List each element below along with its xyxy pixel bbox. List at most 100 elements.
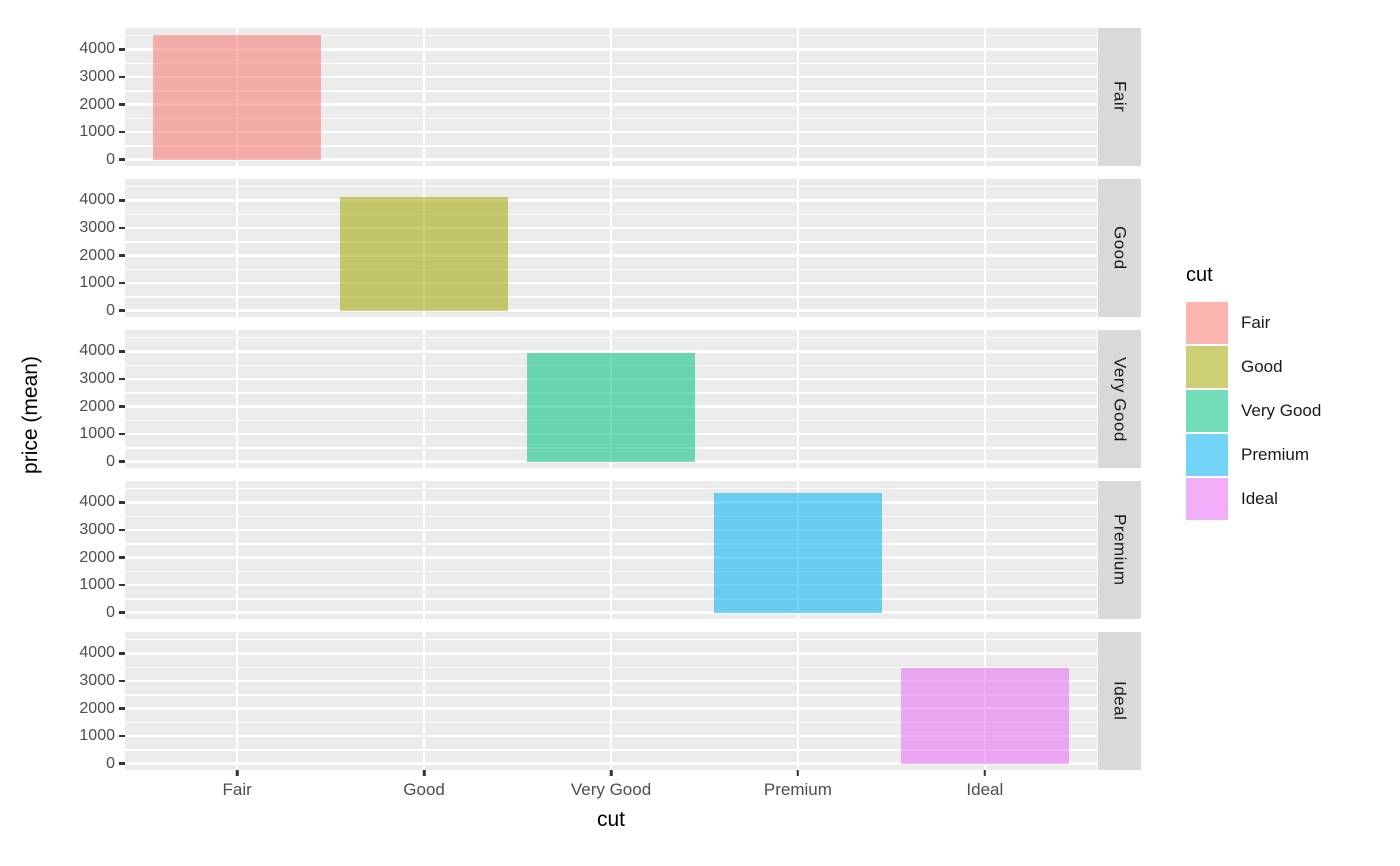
major-gridline-vertical: [983, 179, 986, 317]
y-tick-mark: [119, 75, 125, 79]
major-gridline-vertical: [610, 179, 612, 317]
y-tick-mark: [119, 309, 125, 312]
y-tick-mark: [119, 158, 125, 161]
x-tick-mark: [609, 770, 613, 776]
x-tick-mark: [983, 770, 987, 776]
major-gridline-vertical: [610, 632, 612, 770]
legend: cut Fair Good Very Good Premium Ideal: [1186, 264, 1321, 522]
y-tick-label: 1000: [79, 727, 115, 745]
y-tick-label: 2000: [79, 699, 115, 717]
facet-row: 0 1000 2000 3000 4000 Fair: [0, 28, 1400, 168]
y-tick-mark: [119, 281, 125, 285]
facet-panel: [125, 330, 1097, 468]
legend-item: Fair: [1186, 302, 1321, 344]
major-gridline-vertical: [983, 481, 986, 619]
y-tick-label: 0: [106, 150, 115, 168]
x-tick-mark: [796, 770, 800, 776]
y-tick-label: 0: [106, 603, 115, 621]
y-tick-label: 1000: [79, 274, 115, 292]
y-tick-mark: [119, 405, 125, 408]
legend-item: Good: [1186, 346, 1321, 388]
major-gridline-vertical: [236, 330, 239, 468]
major-gridline-vertical: [423, 330, 426, 468]
major-gridline-vertical: [236, 481, 239, 619]
y-tick-label: 2000: [79, 246, 115, 264]
y-tick-label: 1000: [79, 425, 115, 443]
x-tick-mark: [422, 770, 426, 776]
facet-strip: Premium: [1098, 481, 1141, 619]
major-gridline-vertical: [796, 28, 799, 166]
y-tick-label: 4000: [79, 191, 115, 209]
major-gridline-vertical: [236, 632, 239, 770]
x-axis-title: cut: [596, 808, 626, 831]
y-tick-label: 1000: [79, 576, 115, 594]
y-tick-mark: [119, 460, 125, 463]
major-gridline-vertical: [796, 330, 799, 468]
y-tick-label: 3000: [79, 370, 115, 388]
strip-label: Very Good: [1110, 356, 1130, 442]
x-tick-label: Premium: [763, 780, 832, 799]
y-tick-label: 0: [106, 754, 115, 772]
y-tick-label: 4000: [79, 40, 115, 58]
facet-strip: Very Good: [1098, 330, 1141, 468]
y-tick-mark: [119, 350, 125, 353]
legend-item: Ideal: [1186, 478, 1321, 520]
facet-strip: Fair: [1098, 28, 1141, 166]
y-tick-mark: [119, 679, 125, 683]
facet-panel: [125, 481, 1097, 619]
y-tick-mark: [119, 556, 125, 559]
y-tick-mark: [119, 48, 125, 51]
y-tick-mark: [119, 734, 125, 738]
facet-row: 0 1000 2000 3000 4000 Premium: [0, 481, 1400, 621]
y-tick-mark: [119, 611, 125, 614]
y-tick-label: 2000: [79, 397, 115, 415]
facet-panel: [125, 179, 1097, 317]
strip-label: Good: [1110, 226, 1130, 270]
y-tick-mark: [119, 707, 125, 710]
facet-strip: Good: [1098, 179, 1141, 317]
legend-swatch: [1186, 346, 1228, 388]
y-tick-label: 3000: [79, 68, 115, 86]
facet-row: 0 1000 2000 3000 4000 Ideal: [0, 632, 1400, 772]
legend-swatch: [1186, 390, 1228, 432]
legend-item: Very Good: [1186, 390, 1321, 432]
strip-label: Fair: [1110, 81, 1130, 113]
y-tick-mark: [119, 762, 125, 765]
y-tick-label: 3000: [79, 219, 115, 237]
x-tick-label: Fair: [222, 780, 252, 799]
bar: [153, 35, 322, 160]
major-gridline-vertical: [796, 632, 799, 770]
strip-label: Premium: [1110, 514, 1130, 586]
y-tick-mark: [119, 652, 125, 655]
bar: [713, 492, 883, 613]
y-tick-mark: [119, 254, 125, 257]
y-tick-label: 0: [106, 452, 115, 470]
bar: [526, 352, 696, 462]
y-tick-label: 2000: [79, 95, 115, 113]
major-gridline-vertical: [423, 28, 426, 166]
major-gridline-vertical: [423, 481, 426, 619]
bar: [339, 196, 509, 311]
major-gridline-vertical: [983, 28, 986, 166]
y-tick-mark: [119, 377, 125, 381]
y-tick-mark: [119, 528, 125, 532]
y-tick-mark: [119, 432, 125, 436]
facet-panel: [125, 632, 1097, 770]
legend-label: Ideal: [1241, 489, 1278, 508]
x-tick-label: Good: [403, 780, 445, 799]
y-tick-mark: [119, 103, 125, 106]
y-tick-label: 2000: [79, 548, 115, 566]
y-tick-label: 3000: [79, 672, 115, 690]
facet-row: 0 1000 2000 3000 4000 Good: [0, 179, 1400, 318]
x-tick-label: Ideal: [966, 780, 1004, 799]
y-tick-mark: [119, 199, 125, 202]
x-tick-label: Very Good: [570, 780, 652, 799]
facet-strip: Ideal: [1098, 632, 1141, 770]
y-tick-label: 4000: [79, 644, 115, 662]
facet-panel: [125, 28, 1097, 166]
bar: [900, 668, 1069, 764]
x-tick-mark: [235, 770, 239, 776]
y-tick-mark: [119, 501, 125, 504]
facet-row: 0 1000 2000 3000 4000 Very Good: [0, 330, 1400, 470]
y-tick-mark: [119, 583, 125, 587]
